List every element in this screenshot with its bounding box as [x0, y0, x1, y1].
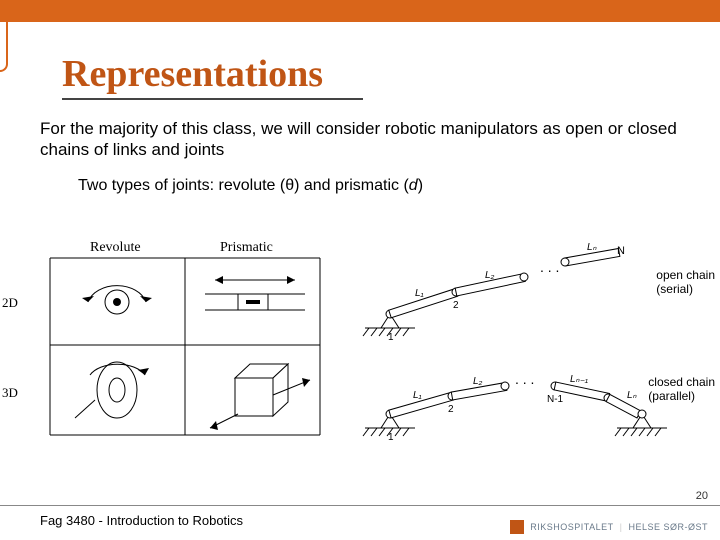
open-chain-icon: . . . N L₁ L₂ Lₙ 1 2	[363, 242, 625, 343]
cell-3d-revolute-icon	[75, 362, 149, 418]
logo-box-icon	[510, 520, 524, 534]
footer-logo-1: RIKSHOSPITALET	[530, 522, 613, 532]
closed-chain-icon: . . . L₁ L₂ Lₙ₋₁ Lₙ	[363, 371, 667, 443]
footer-course-text: Fag 3480 - Introduction to Robotics	[40, 513, 243, 528]
svg-text:1: 1	[388, 432, 394, 443]
svg-text:L₂: L₂	[473, 376, 483, 387]
subline-text: Two types of joints: revolute (θ) and pr…	[78, 177, 423, 194]
svg-text:. . .: . . .	[540, 259, 559, 275]
svg-text:L₁: L₁	[413, 390, 422, 401]
svg-text:N-1: N-1	[547, 394, 564, 405]
cell-3d-prismatic-icon	[210, 364, 310, 430]
footer-logos: RIKSHOSPITALET | HELSE SØR-ØST	[510, 520, 708, 534]
top-accent-bar	[0, 0, 720, 22]
svg-text:2: 2	[448, 404, 454, 415]
joint-table-svg	[20, 240, 340, 440]
open-chain-label: open chain (serial)	[656, 268, 715, 296]
svg-text:2: 2	[453, 300, 459, 311]
footer-logo-2: HELSE SØR-ØST	[628, 522, 708, 532]
footer-divider	[0, 505, 720, 506]
figure-area: Revolute Prismatic 2D 3D	[0, 240, 720, 470]
slide-subline: Two types of joints: revolute (θ) and pr…	[78, 177, 680, 195]
svg-text:Lₙ: Lₙ	[587, 242, 598, 253]
svg-text:Lₙ: Lₙ	[627, 390, 638, 401]
svg-text:Lₙ₋₁: Lₙ₋₁	[570, 374, 588, 385]
joint-type-table: Revolute Prismatic 2D 3D	[20, 240, 340, 440]
svg-text:. . .: . . .	[515, 371, 534, 387]
svg-text:N: N	[617, 245, 625, 257]
slide-body-text: For the majority of this class, we will …	[40, 118, 680, 161]
cell-2d-prismatic-icon	[205, 276, 305, 310]
closed-chain-label: closed chain (parallel)	[648, 375, 715, 403]
svg-text:L₂: L₂	[485, 270, 495, 281]
svg-text:L₁: L₁	[415, 288, 424, 299]
chain-diagrams: . . . N L₁ L₂ Lₙ 1 2	[355, 240, 715, 450]
slide-title: Representations	[62, 52, 363, 100]
svg-text:1: 1	[388, 332, 394, 343]
row-header-3d: 3D	[2, 385, 18, 401]
cell-2d-revolute-icon	[82, 286, 152, 314]
row-header-2d: 2D	[2, 295, 18, 311]
page-number: 20	[696, 490, 708, 502]
side-accent-curve	[0, 22, 8, 72]
